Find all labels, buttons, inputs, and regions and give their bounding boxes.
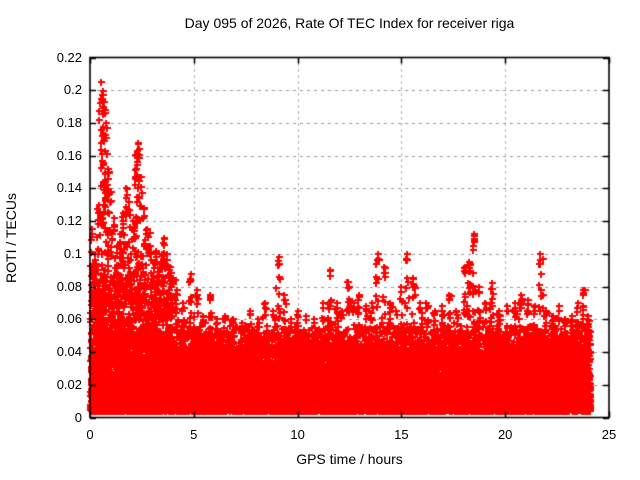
y-tick-label: 0.1 [63,245,82,261]
x-tick-label: 10 [290,427,305,442]
x-axis-label: GPS time / hours [296,451,403,467]
y-tick-label: 0.02 [56,376,82,392]
x-tick-label: 20 [497,427,513,442]
y-tick-label: 0.12 [56,213,82,229]
y-axis-label: ROTI / TECUs [3,193,19,283]
x-tick-label: 5 [190,427,198,442]
x-tick-label: 0 [86,427,94,442]
chart-title: Day 095 of 2026, Rate Of TEC Index for r… [184,15,515,31]
x-tick-label: 25 [601,427,617,442]
y-tick-label: 0.18 [56,114,82,130]
y-tick-label: 0.06 [56,311,82,327]
x-tick-label: 15 [394,427,409,442]
y-tick-label: 0.2 [63,82,82,98]
y-tick-label: 0.16 [56,147,82,163]
y-tick-label: 0.22 [56,49,82,65]
y-tick-label: 0.04 [56,344,82,360]
y-tick-label: 0.08 [56,278,82,294]
y-tick-label: 0.14 [56,180,82,196]
y-tick-label: 0 [74,409,82,425]
